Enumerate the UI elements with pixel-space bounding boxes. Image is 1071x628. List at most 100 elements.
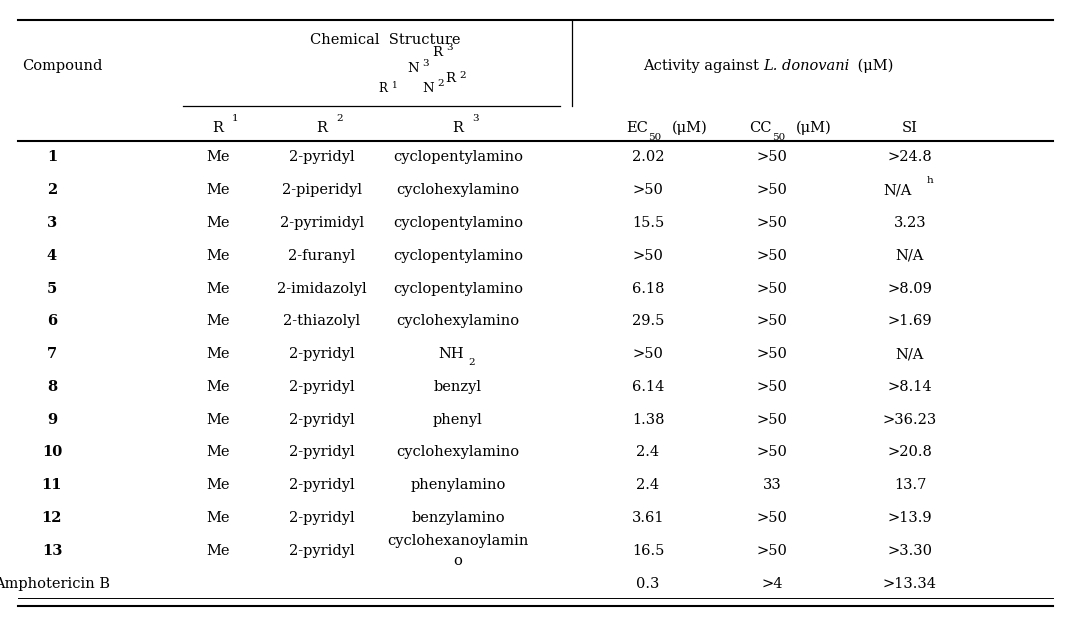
Text: 8: 8 — [47, 380, 57, 394]
Text: L. donovani: L. donovani — [764, 59, 849, 73]
Text: >13.34: >13.34 — [883, 577, 937, 590]
Text: Me: Me — [207, 445, 230, 460]
Text: >50: >50 — [756, 150, 787, 165]
Text: >50: >50 — [756, 445, 787, 460]
Text: cyclohexanoylamin: cyclohexanoylamin — [388, 534, 529, 548]
Text: 2: 2 — [47, 183, 57, 197]
Text: 2.4: 2.4 — [636, 479, 660, 492]
Text: SI: SI — [902, 121, 918, 135]
Text: 2-piperidyl: 2-piperidyl — [282, 183, 362, 197]
Text: >13.9: >13.9 — [888, 511, 933, 525]
Text: 2: 2 — [336, 114, 343, 122]
Text: 3: 3 — [472, 114, 479, 122]
Text: >50: >50 — [756, 249, 787, 263]
Text: >50: >50 — [756, 315, 787, 328]
Text: >20.8: >20.8 — [888, 445, 933, 460]
Text: 6.14: 6.14 — [632, 380, 664, 394]
Text: 29.5: 29.5 — [632, 315, 664, 328]
Text: N: N — [407, 62, 419, 75]
Text: >24.8: >24.8 — [888, 150, 933, 165]
Text: 1: 1 — [232, 114, 239, 122]
Text: >50: >50 — [756, 544, 787, 558]
Text: 3.23: 3.23 — [893, 216, 926, 230]
Text: N/A: N/A — [895, 249, 924, 263]
Text: Me: Me — [207, 150, 230, 165]
Text: >50: >50 — [756, 216, 787, 230]
Text: 2.4: 2.4 — [636, 445, 660, 460]
Text: o: o — [453, 554, 463, 568]
Text: >50: >50 — [633, 183, 663, 197]
Text: 2-pyridyl: 2-pyridyl — [289, 347, 355, 361]
Text: >1.69: >1.69 — [888, 315, 933, 328]
Text: >50: >50 — [756, 183, 787, 197]
Text: R: R — [453, 121, 464, 135]
Text: 2.02: 2.02 — [632, 150, 664, 165]
Text: 7: 7 — [47, 347, 57, 361]
Text: Me: Me — [207, 216, 230, 230]
Text: 1: 1 — [392, 82, 397, 90]
Text: 50: 50 — [772, 134, 785, 143]
Text: (μM): (μM) — [672, 121, 708, 135]
Text: >8.14: >8.14 — [888, 380, 933, 394]
Text: 0.3: 0.3 — [636, 577, 660, 590]
Text: cyclohexylamino: cyclohexylamino — [396, 315, 519, 328]
Text: Activity against: Activity against — [643, 59, 764, 73]
Text: 2-pyrimidyl: 2-pyrimidyl — [280, 216, 364, 230]
Text: >50: >50 — [756, 281, 787, 296]
Text: 2: 2 — [468, 357, 474, 367]
Text: 3: 3 — [47, 216, 57, 230]
Text: R: R — [432, 45, 442, 58]
Text: R: R — [317, 121, 328, 135]
Text: 2-furanyl: 2-furanyl — [288, 249, 356, 263]
Text: R: R — [212, 121, 224, 135]
Text: 13.7: 13.7 — [894, 479, 926, 492]
Text: Me: Me — [207, 380, 230, 394]
Text: CC: CC — [750, 121, 772, 135]
Text: cyclopentylamino: cyclopentylamino — [393, 281, 523, 296]
Text: 2-pyridyl: 2-pyridyl — [289, 479, 355, 492]
Text: Compound: Compound — [22, 59, 103, 73]
Text: >36.23: >36.23 — [883, 413, 937, 426]
Text: Me: Me — [207, 479, 230, 492]
Text: (μM): (μM) — [854, 59, 894, 73]
Text: phenylamino: phenylamino — [410, 479, 506, 492]
Text: 2-pyridyl: 2-pyridyl — [289, 413, 355, 426]
Text: Me: Me — [207, 544, 230, 558]
Text: N/A: N/A — [884, 183, 912, 197]
Text: 2-pyridyl: 2-pyridyl — [289, 150, 355, 165]
Text: NH: NH — [438, 347, 464, 361]
Text: Me: Me — [207, 183, 230, 197]
Text: Amphotericin B: Amphotericin B — [0, 577, 110, 590]
Text: 2-pyridyl: 2-pyridyl — [289, 380, 355, 394]
Text: >8.09: >8.09 — [888, 281, 933, 296]
Text: Me: Me — [207, 315, 230, 328]
Text: 4: 4 — [47, 249, 57, 263]
Text: 5: 5 — [47, 281, 57, 296]
Text: cyclopentylamino: cyclopentylamino — [393, 249, 523, 263]
Text: 2: 2 — [459, 70, 466, 80]
Text: cyclopentylamino: cyclopentylamino — [393, 216, 523, 230]
Text: 2-thiazolyl: 2-thiazolyl — [284, 315, 361, 328]
Text: >50: >50 — [756, 347, 787, 361]
Text: 3: 3 — [447, 43, 453, 53]
Text: benzyl: benzyl — [434, 380, 482, 394]
Text: benzylamino: benzylamino — [411, 511, 504, 525]
Text: h: h — [927, 176, 934, 185]
Text: >50: >50 — [756, 511, 787, 525]
Text: 10: 10 — [42, 445, 62, 460]
Text: >50: >50 — [756, 413, 787, 426]
Text: N/A: N/A — [895, 347, 924, 361]
Text: 1: 1 — [47, 150, 57, 165]
Text: 12: 12 — [42, 511, 62, 525]
Text: (μM): (μM) — [796, 121, 832, 135]
Text: R: R — [444, 72, 455, 85]
Text: EC: EC — [627, 121, 648, 135]
Text: 3: 3 — [423, 60, 429, 68]
Text: >4: >4 — [761, 577, 783, 590]
Text: 33: 33 — [763, 479, 782, 492]
Text: 2: 2 — [438, 80, 444, 89]
Text: R: R — [378, 82, 388, 95]
Text: 1.38: 1.38 — [632, 413, 664, 426]
Text: Chemical  Structure: Chemical Structure — [310, 33, 461, 47]
Text: >50: >50 — [633, 249, 663, 263]
